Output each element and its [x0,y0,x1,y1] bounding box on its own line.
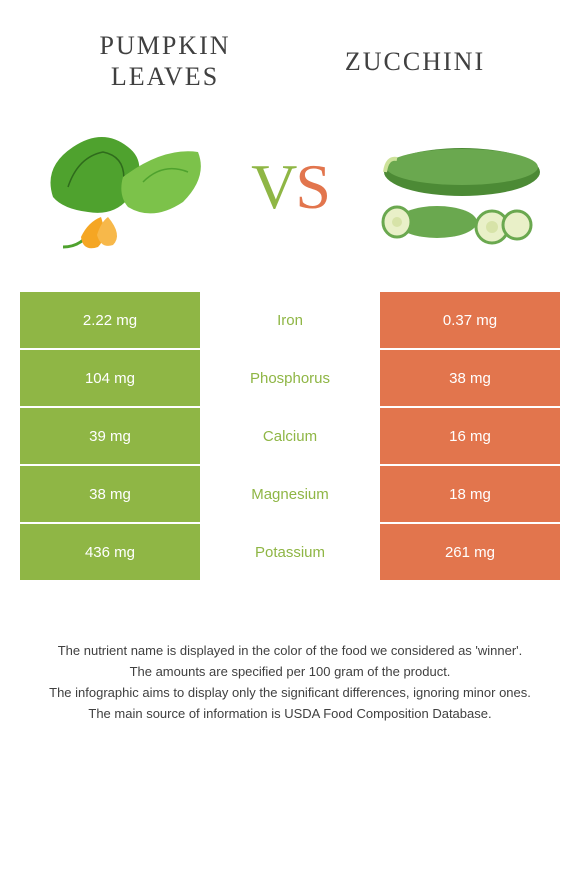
cell-left-value: 2.22 mg [20,292,200,350]
table-row: 38 mg Magnesium 18 mg [20,466,560,524]
cell-left-value: 39 mg [20,408,200,466]
pumpkin-leaves-image [28,112,218,262]
footnote-line: The infographic aims to display only the… [12,684,568,703]
vs-s: S [295,151,329,222]
cell-label: Phosphorus [200,350,380,408]
table-row: 104 mg Phosphorus 38 mg [20,350,560,408]
cell-label: Iron [200,292,380,350]
cell-right-value: 18 mg [380,466,560,524]
table-row: 39 mg Calcium 16 mg [20,408,560,466]
cell-label: Calcium [200,408,380,466]
footnotes: The nutrient name is displayed in the co… [0,582,580,723]
vs-text: VS [251,150,329,224]
cell-right-value: 38 mg [380,350,560,408]
footnote-line: The main source of information is USDA F… [12,705,568,724]
cell-left-value: 104 mg [20,350,200,408]
vs-v: V [251,151,295,222]
title-left: PUMPKIN LEAVES [40,30,290,92]
table-row: 436 mg Potassium 261 mg [20,524,560,582]
title-right: ZUCCHINI [290,46,540,77]
zucchini-image [362,112,552,262]
table-row: 2.22 mg Iron 0.37 mg [20,292,560,350]
cell-right-value: 16 mg [380,408,560,466]
header: PUMPKIN LEAVES ZUCCHINI [0,0,580,92]
title-left-line2: LEAVES [111,62,219,91]
images-row: VS [0,92,580,282]
cell-label: Potassium [200,524,380,582]
cell-left-value: 436 mg [20,524,200,582]
footnote-line: The amounts are specified per 100 gram o… [12,663,568,682]
cell-right-value: 0.37 mg [380,292,560,350]
cell-left-value: 38 mg [20,466,200,524]
mineral-table: 2.22 mg Iron 0.37 mg 104 mg Phosphorus 3… [20,292,560,582]
footnote-line: The nutrient name is displayed in the co… [12,642,568,661]
title-left-line1: PUMPKIN [99,31,230,60]
cell-label: Magnesium [200,466,380,524]
cell-right-value: 261 mg [380,524,560,582]
